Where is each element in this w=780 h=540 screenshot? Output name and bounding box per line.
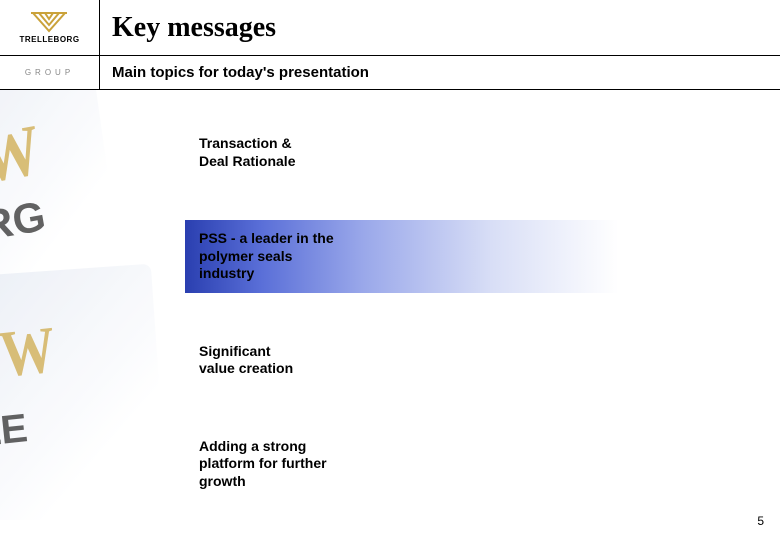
title-cell: Key messages (100, 0, 780, 55)
topic-item: Significantvalue creation (185, 333, 695, 388)
topic-item-highlight: PSS - a leader in thepolymer sealsindust… (185, 220, 695, 293)
subtitle-cell: Main topics for today's presentation (100, 56, 780, 89)
body-area: W ORG W LLE Transaction &Deal Rationale … (0, 90, 780, 540)
subtitle-row: GROUP Main topics for today's presentati… (0, 56, 780, 90)
slide-title: Key messages (112, 12, 276, 44)
header-row: TRELLEBORG Key messages (0, 0, 780, 56)
brand-logo: TRELLEBORG (19, 11, 79, 44)
logo-cell: TRELLEBORG (0, 0, 100, 55)
flag-bg (0, 90, 125, 321)
flag-text: ORG (0, 192, 49, 256)
flag-text: LLE (0, 406, 30, 459)
topic-item: Adding a strongplatform for furthergrowt… (185, 428, 695, 501)
brand-name: TRELLEBORG (19, 35, 79, 44)
group-label: GROUP (25, 68, 74, 77)
group-cell: GROUP (0, 56, 100, 89)
topics-list: Transaction &Deal Rationale PSS - a lead… (185, 125, 695, 540)
flag-bg (0, 264, 169, 520)
topic-item: Transaction &Deal Rationale (185, 125, 695, 180)
trelleborg-mark-icon (29, 11, 69, 33)
slide-subtitle: Main topics for today's presentation (112, 64, 369, 81)
watermark-flags: W ORG W LLE (0, 90, 170, 520)
page-number: 5 (757, 514, 764, 528)
flag-logo-icon: W (0, 109, 47, 201)
flag-logo-icon: W (0, 311, 59, 392)
